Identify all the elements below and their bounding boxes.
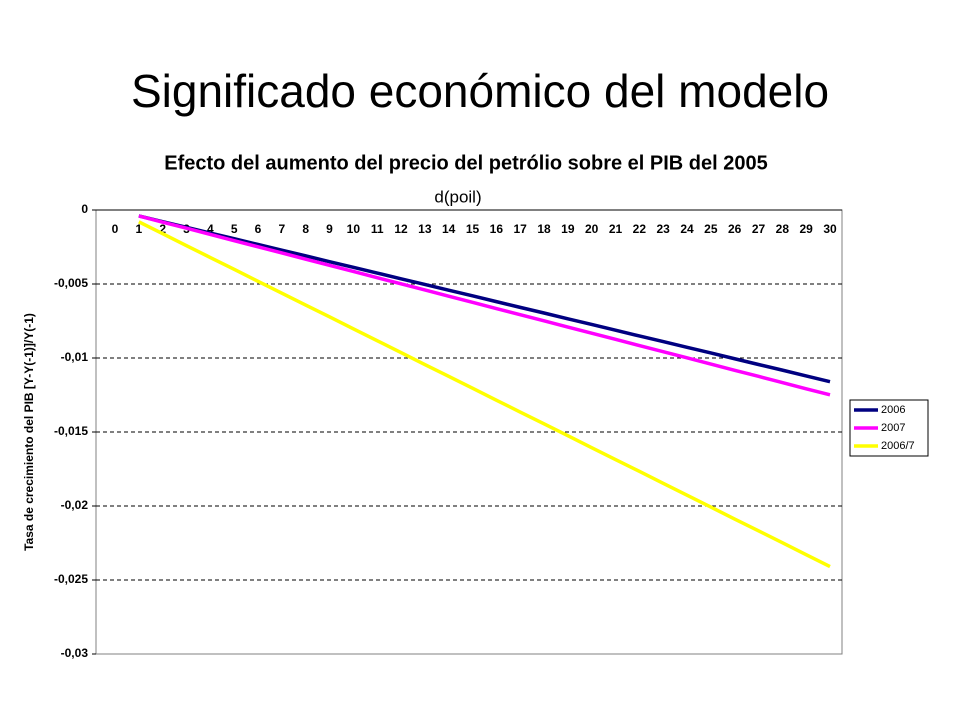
series-line: [138, 214, 831, 384]
y-tick-label: -0,02: [61, 498, 89, 512]
y-tick-label: -0,01: [61, 350, 89, 364]
x-axis-label: d(poil): [434, 187, 481, 206]
y-tick-label: 0: [81, 202, 88, 216]
x-tick-label: 12: [394, 222, 408, 236]
slide-title: Significado económico del modelo: [131, 65, 829, 117]
x-tick-label: 25: [704, 222, 718, 236]
x-tick-label: 17: [513, 222, 527, 236]
series-line: [138, 214, 831, 397]
x-tick-label: 18: [537, 222, 551, 236]
x-tick-label: 4: [207, 222, 214, 236]
x-tick-label: 24: [680, 222, 694, 236]
x-tick-label: 21: [609, 222, 623, 236]
series-line: [138, 220, 831, 569]
x-tick-label: 20: [585, 222, 599, 236]
x-tick-label: 19: [561, 222, 575, 236]
x-tick-label: 5: [231, 222, 238, 236]
x-tick-label: 13: [418, 222, 432, 236]
x-tick-label: 15: [466, 222, 480, 236]
legend-label: 2007: [881, 422, 905, 434]
x-tick-label: 10: [347, 222, 361, 236]
x-tick-label: 27: [752, 222, 766, 236]
x-tick-label: 22: [633, 222, 647, 236]
x-tick-label: 11: [371, 222, 384, 236]
legend-label: 2006: [881, 404, 905, 416]
y-tick-label: -0,03: [61, 646, 89, 660]
x-tick-label: 14: [442, 222, 456, 236]
x-tick-label: 8: [302, 222, 309, 236]
x-tick-label: 26: [728, 222, 742, 236]
x-tick-label: 2: [159, 222, 166, 236]
x-tick-label: 28: [776, 222, 790, 236]
x-tick-label: 9: [326, 222, 333, 236]
y-tick-label: -0,025: [54, 572, 88, 586]
y-axis-label: Tasa de crecimiento del PIB [Y-Y(-1)]/Y(…: [22, 313, 36, 551]
x-tick-label: 23: [656, 222, 670, 236]
x-tick-label: 0: [112, 222, 119, 236]
y-tick-label: -0,005: [54, 276, 88, 290]
x-tick-label: 7: [278, 222, 285, 236]
x-tick-label: 1: [135, 222, 142, 236]
legend-label: 2006/7: [881, 440, 915, 452]
x-tick-label: 29: [799, 222, 813, 236]
x-tick-label: 16: [490, 222, 504, 236]
y-tick-label: -0,015: [54, 424, 88, 438]
x-tick-label: 6: [255, 222, 262, 236]
x-tick-label: 30: [823, 222, 837, 236]
chart-title: Efecto del aumento del precio del petról…: [164, 152, 768, 174]
